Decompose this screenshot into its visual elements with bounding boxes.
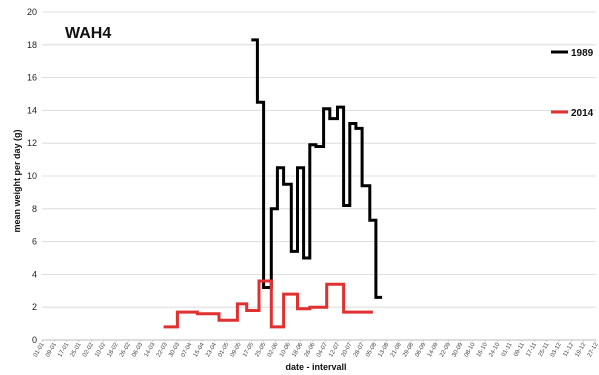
y-tick-label: 6	[32, 237, 37, 247]
y-tick-label: 10	[27, 171, 37, 181]
series-line-1989	[251, 38, 383, 299]
y-tick-labels: 0 2 4 6 8 10 12 14 16 18 20	[27, 7, 37, 345]
y-axis-label: mean weight per day (g)	[12, 129, 22, 232]
series-line-2014	[163, 279, 373, 329]
legend-label-2014: 2014	[571, 108, 594, 119]
y-tick-label: 14	[27, 105, 37, 115]
y-tick-label: 0	[32, 335, 37, 345]
legend-label-1989: 1989	[571, 48, 594, 59]
y-tick-label: 12	[27, 138, 37, 148]
x-axis-label: date - intervall	[285, 362, 346, 372]
y-tick-label: 2	[32, 302, 37, 312]
series-lines	[163, 38, 383, 329]
chart-title: WAH4	[65, 25, 111, 42]
y-tick-label: 20	[27, 7, 37, 17]
legend: 1989 2014	[551, 48, 594, 119]
y-tick-label: 18	[27, 40, 37, 50]
gridlines	[42, 11, 596, 308]
y-tick-label: 4	[32, 269, 37, 279]
y-tick-label: 16	[27, 73, 37, 83]
y-tick-label: 8	[32, 204, 37, 214]
